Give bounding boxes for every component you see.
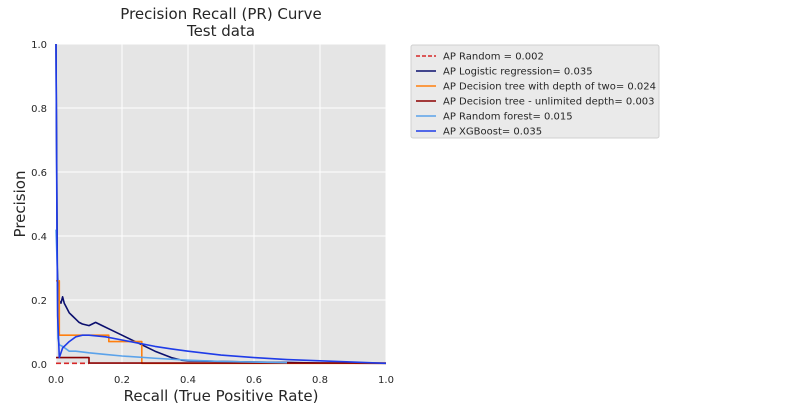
legend-label: AP Random forest= 0.015	[443, 112, 573, 123]
x-tick-label: 1.0	[378, 375, 394, 386]
legend-box	[410, 44, 660, 139]
x-tick-label: 0.6	[246, 375, 262, 386]
plot-background	[56, 44, 386, 364]
y-tick-label: 0.2	[31, 296, 47, 307]
y-tick-label: 0.8	[31, 104, 47, 115]
series-line-ap-xgboost-0-035	[55, 43, 387, 365]
series-line-ap-decision-tree-unlimited-depth-0-003	[56, 356, 386, 364]
chart-title: Precision Recall (PR) Curve	[120, 5, 321, 23]
legend-label: AP Logistic regression= 0.035	[443, 67, 593, 78]
legend-label: AP Decision tree - unlimited depth= 0.00…	[443, 97, 655, 108]
y-tick-label: 0.4	[31, 232, 47, 243]
legend-label: AP Random = 0.002	[443, 52, 544, 63]
legend-label: AP Decision tree with depth of two= 0.02…	[443, 82, 656, 93]
tick-labels: 0.0 0.2 0.4 0.6 0.8 1.0 0.0 0.2 0.4 0.6 0.8 1.0	[31, 40, 394, 386]
y-tick-label: 0.6	[31, 168, 47, 179]
x-axis-label: Recall (True Positive Rate)	[124, 387, 319, 405]
y-axis-label: Precision	[11, 171, 29, 238]
chart-subtitle: Test data	[186, 22, 255, 40]
series-line-ap-decision-tree-with-depth-of-two-0-024	[56, 280, 386, 365]
grid-lines	[55, 43, 387, 365]
legend-label: AP XGBoost= 0.035	[443, 127, 542, 138]
y-tick-label: 1.0	[31, 40, 47, 51]
y-tick-label: 0.0	[31, 360, 47, 371]
x-tick-label: 0.4	[180, 375, 196, 386]
x-tick-label: 0.8	[312, 375, 328, 386]
x-tick-label: 0.2	[114, 375, 130, 386]
legend: AP Random = 0.002 AP Logistic regression=…	[410, 44, 660, 139]
series-lines	[55, 43, 387, 365]
x-tick-label: 0.0	[48, 375, 64, 386]
